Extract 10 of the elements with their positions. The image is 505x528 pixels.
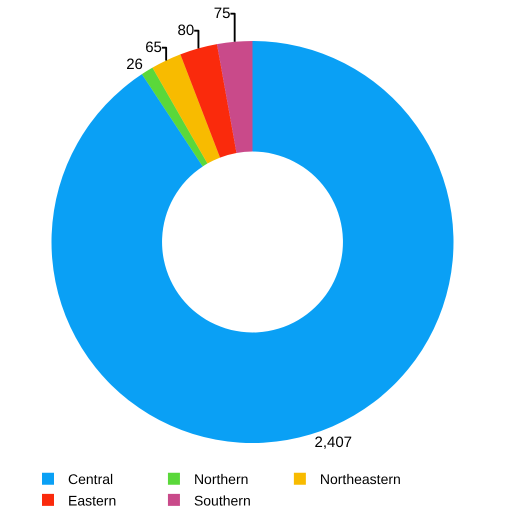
legend-label: Central [68, 471, 114, 488]
legend-label: Northeastern [320, 471, 401, 488]
data-label: 65 [145, 39, 162, 56]
legend-label: Eastern [68, 492, 116, 508]
data-label: 80 [177, 22, 194, 40]
data-label: 26 [126, 56, 143, 74]
data-label: 2,407 [314, 434, 352, 451]
legend-label: Northern [194, 471, 248, 488]
legend-label: Southern [194, 492, 251, 508]
data-label: 75 [214, 5, 230, 22]
